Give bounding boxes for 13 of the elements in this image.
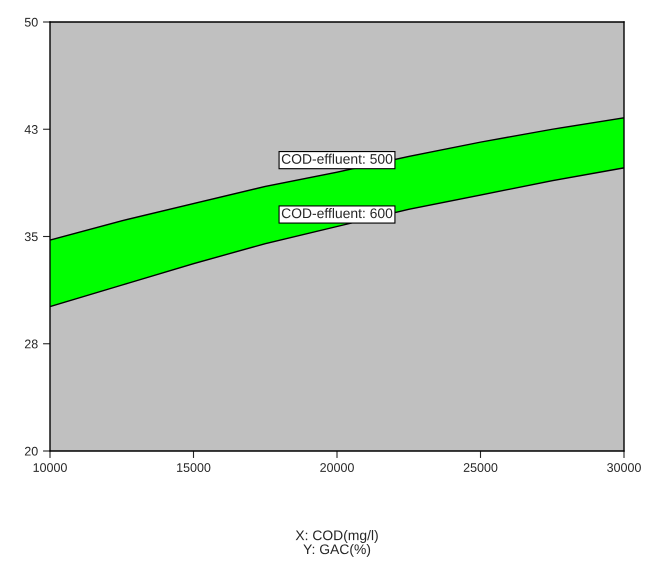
x-tick-label: 25000 [464, 463, 498, 472]
series-label: COD-effluent: 500 [282, 154, 392, 164]
series-label: COD-effluent: 600 [282, 208, 392, 218]
y-tick-label: 20 [24, 446, 38, 456]
x-tick-label: 10000 [34, 463, 67, 472]
y-tick-label: 35 [24, 232, 38, 242]
y-tick-label: 50 [24, 18, 38, 27]
x-tick-label: 15000 [177, 463, 210, 472]
y-tick-label: 28 [24, 340, 38, 348]
x-tick-label: 20000 [320, 463, 354, 472]
x-axis-title: X: COD(mg/l) Y: GAC(%) [296, 530, 378, 557]
x-tick-label: 30000 [607, 463, 641, 472]
y-tick-label: 43 [24, 125, 38, 134]
